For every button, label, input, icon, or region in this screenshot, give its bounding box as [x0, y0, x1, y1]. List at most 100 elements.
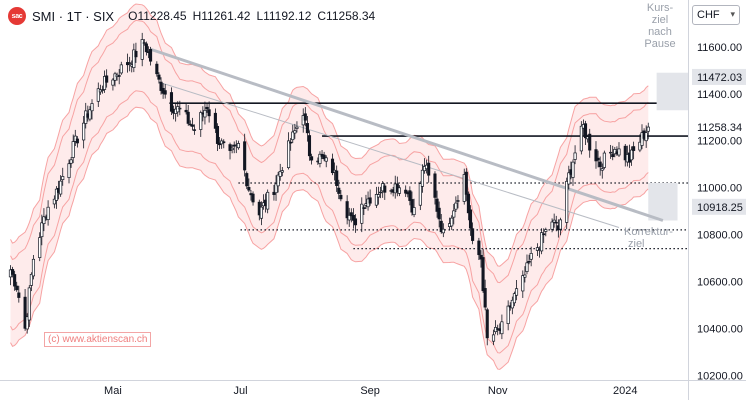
candle	[353, 214, 358, 233]
candle	[362, 205, 366, 215]
candle	[15, 281, 19, 292]
candle	[420, 164, 424, 193]
candle	[550, 218, 554, 233]
candle	[307, 130, 312, 161]
y-tick-label: 10800.00	[697, 230, 743, 242]
candle	[54, 186, 59, 209]
candle	[230, 144, 234, 154]
candle-body	[335, 170, 339, 186]
candle	[383, 183, 387, 200]
chevron-down-icon: ▾	[730, 9, 735, 19]
candle	[558, 217, 562, 236]
candle	[324, 155, 328, 168]
candle	[542, 228, 546, 243]
candle	[540, 228, 544, 255]
candle-body	[353, 218, 358, 226]
candle-body	[600, 168, 604, 171]
y-tick-label: 10600.00	[697, 276, 743, 288]
candle	[75, 136, 79, 148]
candle	[276, 171, 280, 193]
candle	[203, 101, 207, 125]
candle-body	[157, 74, 161, 80]
candle	[602, 150, 606, 170]
candle-body	[199, 112, 203, 130]
candle-body	[111, 79, 115, 86]
candle-body	[15, 285, 19, 291]
candle-body	[149, 49, 153, 62]
candle	[100, 85, 105, 94]
candle-body	[61, 176, 65, 180]
candle	[236, 140, 240, 150]
symbol-title[interactable]: SMI · 1T · SIX	[32, 8, 115, 24]
candle	[184, 103, 188, 115]
candle	[274, 175, 278, 201]
ohlc-open: O11228.45	[128, 9, 187, 23]
candle-body	[433, 173, 437, 198]
candle-body	[362, 207, 366, 209]
candle	[287, 132, 291, 170]
candle	[404, 185, 408, 197]
candle-body	[318, 153, 322, 164]
candle-body	[295, 126, 299, 129]
candle	[29, 272, 33, 292]
candle	[159, 77, 163, 95]
candle	[163, 84, 167, 99]
candle-body	[544, 229, 548, 232]
candle	[149, 46, 153, 66]
candle	[322, 151, 326, 162]
candle	[347, 207, 351, 227]
candle	[134, 42, 138, 63]
price-label-bg	[692, 68, 746, 85]
candle-body	[96, 88, 100, 102]
candle-body	[579, 125, 583, 152]
candle-body	[142, 42, 146, 44]
candle	[506, 300, 510, 331]
candle-body	[117, 75, 121, 77]
candle-body	[40, 222, 44, 238]
candle	[113, 71, 117, 87]
candle-body	[155, 63, 159, 75]
candle-body	[205, 106, 209, 110]
candle	[554, 215, 558, 232]
candle	[483, 279, 487, 311]
candle-body	[376, 194, 381, 198]
candle-body	[59, 180, 63, 195]
candle-body	[629, 149, 634, 161]
candle	[10, 266, 15, 278]
candle-body	[567, 172, 571, 185]
candle-body	[554, 221, 558, 224]
candle-body	[646, 126, 650, 132]
x-tick-label: Sep	[360, 385, 380, 397]
candle	[303, 107, 307, 127]
candle-body	[213, 112, 217, 129]
price-label: 11258.34	[697, 122, 742, 134]
candle-body	[456, 200, 460, 202]
candle-body	[42, 216, 46, 224]
currency-selector[interactable]: CHF ▾	[692, 5, 740, 25]
candle	[90, 99, 94, 120]
annotation-line: ziel	[628, 238, 645, 250]
candle	[31, 254, 36, 280]
candle-body	[477, 240, 481, 256]
candle	[247, 178, 251, 193]
candle	[644, 125, 648, 148]
candle	[623, 143, 627, 167]
candle-body	[88, 109, 92, 120]
candle	[289, 138, 293, 151]
candle-body	[98, 89, 102, 93]
candle-body	[52, 198, 56, 205]
candle-body	[418, 183, 422, 206]
candle-body	[82, 122, 86, 141]
candle	[427, 155, 431, 183]
candle	[523, 266, 527, 283]
candle	[293, 123, 297, 139]
candle-body	[103, 76, 107, 90]
candle	[525, 254, 529, 275]
candle-body	[351, 214, 355, 221]
candle	[646, 122, 650, 140]
candle-body	[374, 194, 378, 206]
candle	[117, 68, 121, 85]
candle-body	[452, 210, 456, 218]
